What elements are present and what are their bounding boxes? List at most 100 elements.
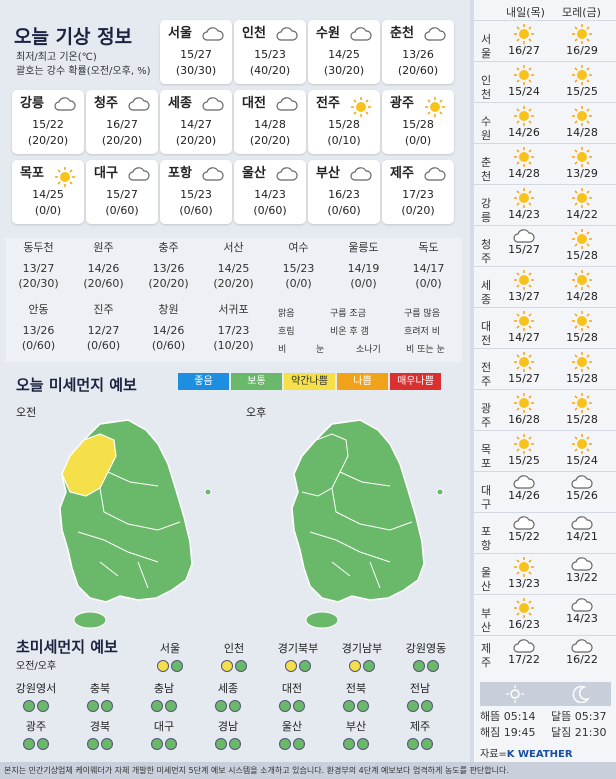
symbol-item: 눈 (316, 342, 324, 355)
sun-icon (554, 229, 610, 249)
city-rain: (20/60) (397, 64, 439, 77)
city-name: 강릉 (20, 96, 44, 111)
forecast-city: 부산 (480, 607, 492, 634)
city-card: 제주 17/23 (0/20) (382, 160, 454, 224)
sun-icon (496, 598, 552, 618)
ultra-region-name: 강원영동 (405, 642, 447, 655)
forecast-city: 울산 (480, 566, 492, 593)
forecast-row: 목포 15/25 15/24 (474, 430, 616, 472)
symbol-label: 구름 많음 (404, 309, 440, 319)
sun-icon (554, 188, 610, 208)
city-temp: 17/23 (402, 188, 434, 201)
forecast-city: 세종 (480, 279, 492, 306)
tomorrow-temp: 15/25 (508, 454, 540, 467)
dust-map-am (59, 419, 212, 629)
minor-city-name: 여수 (288, 241, 309, 254)
forecast-row: 청주 15/27 15/28 (474, 225, 616, 267)
minor-city: 동두천 13/27 (20/30) (6, 240, 71, 291)
cloud-icon (350, 27, 372, 41)
dust-level-label: 약간나쁨 (291, 376, 328, 387)
dust-dot-pm (421, 700, 433, 712)
minor-city-temp: 17/23 (217, 324, 250, 337)
city-rain: (0/60) (253, 204, 287, 217)
forecast-row: 대전 14/27 15/28 (474, 307, 616, 349)
city-card: 울산 14/23 (0/60) (234, 160, 306, 224)
minor-city-name: 서산 (223, 241, 244, 254)
city-rain: (0/0) (404, 134, 432, 147)
main-panel: 오늘 기상 정보 최저/최고 기온(℃) 괄호는 강수 확률(오전/오후, %)… (0, 0, 470, 762)
tomorrow-temp: 14/26 (508, 126, 540, 139)
tomorrow-header: 내일(목) (506, 6, 545, 19)
tomorrow-temp: 14/26 (508, 489, 540, 502)
city-rain: (20/20) (27, 134, 69, 147)
dust-dot-am (221, 660, 233, 672)
forecast-city: 인천 (480, 74, 492, 101)
sun-icon (496, 557, 552, 577)
ultra-region-name: 경기남부 (341, 642, 383, 655)
dust-dot-am (407, 738, 419, 750)
sun-icon (496, 270, 552, 290)
minor-city-name: 동두천 (23, 241, 54, 254)
forecast-row: 전주 15/27 15/28 (474, 348, 616, 390)
sun-icon (424, 97, 446, 117)
ultra-region-name: 대구 (153, 720, 175, 733)
city-rain: (0/60) (327, 204, 361, 217)
ultra-region: 부산 (326, 718, 386, 750)
tomorrow-temp: 15/27 (508, 372, 540, 385)
sun-icon (554, 311, 610, 331)
city-temp: 15/28 (328, 118, 360, 131)
ultra-region: 인천 (204, 640, 264, 672)
dust-dot-pm (293, 700, 305, 712)
symbol-item: 맑음 (278, 306, 295, 319)
city-temp: 14/28 (254, 118, 286, 131)
city-rain: (0/10) (327, 134, 361, 147)
dayafter-temp: 15/28 (566, 372, 598, 385)
forecast-city: 제주 (480, 642, 492, 669)
sun-icon (496, 393, 552, 413)
city-name: 울산 (242, 166, 266, 181)
dust-level-badge: 좋음 (178, 373, 229, 390)
dust-dot-pm (357, 738, 369, 750)
sun-icon (554, 270, 610, 290)
city-temp: 15/27 (180, 48, 212, 61)
dust-dot-pm (171, 660, 183, 672)
cloud-icon (276, 167, 298, 181)
tomorrow-temp: 14/27 (508, 331, 540, 344)
minor-city: 서산 14/25 (20/20) (201, 240, 266, 291)
sun-icon (496, 188, 552, 208)
symbol-label: 비 또는 눈 (406, 345, 445, 355)
ultra-region: 세종 (198, 680, 258, 712)
tomorrow-temp: 16/27 (508, 44, 540, 57)
forecast-city: 전주 (480, 361, 492, 388)
tomorrow-temp: 16/28 (508, 413, 540, 426)
tomorrow-temp: 15/27 (508, 243, 540, 256)
city-rain: (0/20) (401, 204, 435, 217)
dayafter-temp: 14/23 (566, 612, 598, 625)
dust-dot-pm (37, 738, 49, 750)
dust-dot-pm (229, 700, 241, 712)
cloud-icon (554, 557, 610, 571)
dust-dot-am (87, 738, 99, 750)
dayafter-temp: 15/28 (566, 413, 598, 426)
minor-city-rain: (10/20) (213, 339, 254, 352)
forecast-city: 춘천 (480, 156, 492, 183)
minor-city-temp: 15/23 (282, 262, 315, 275)
city-rain: (20/20) (249, 134, 291, 147)
forecast-city: 광주 (480, 402, 492, 429)
sun-icon (554, 147, 610, 167)
forecast-city: 수원 (480, 115, 492, 142)
city-temp: 16/23 (328, 188, 360, 201)
minor-city: 여수 15/23 (0/0) (266, 240, 331, 291)
cloud-icon (202, 97, 224, 111)
city-card: 전주 15/28 (0/10) (308, 90, 380, 154)
minor-city-name: 서귀포 (218, 303, 249, 316)
city-rain: (0/0) (34, 204, 62, 217)
dust-dot-pm (299, 660, 311, 672)
city-card: 인천 15/23 (40/20) (234, 20, 306, 84)
symbol-label: 비 (278, 345, 287, 355)
minor-city-rain: (0/0) (415, 277, 442, 290)
dust-dot-pm (357, 700, 369, 712)
dust-dot-pm (165, 738, 177, 750)
ultra-region: 광주 (6, 718, 66, 750)
symbol-item: 구름 조금 (330, 306, 366, 319)
